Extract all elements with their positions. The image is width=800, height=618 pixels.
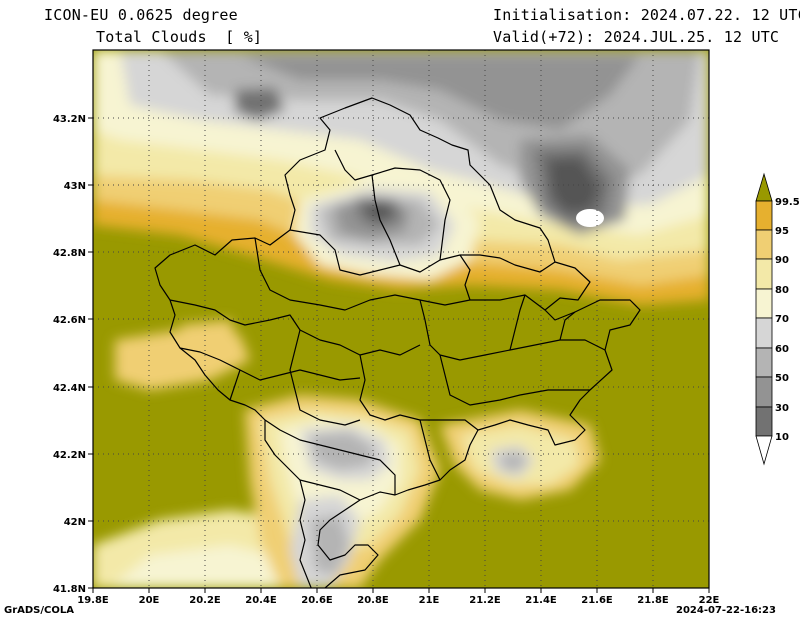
colorbar-label: 70	[775, 314, 789, 325]
colorbar	[755, 172, 773, 466]
lat-tick-label: 42.6N	[53, 315, 86, 326]
lon-tick-labels: 19.8E 20E 20.2E 20.4E 20.6E 20.8E 21E 21…	[77, 595, 719, 606]
lon-tick-label: 21.4E	[525, 595, 557, 606]
credit-label: GrADS/COLA	[4, 605, 74, 616]
lon-tick-label: 20.8E	[357, 595, 389, 606]
lon-tick-label: 19.8E	[77, 595, 109, 606]
lon-tick-label: 21.8E	[637, 595, 669, 606]
valid-time: Valid(+72): 2024.JUL.25. 12 UTC	[493, 28, 780, 46]
colorbar-labels: 99.5 95 90 80 70 60 50 30 10	[775, 197, 800, 443]
colorbar-label: 90	[775, 255, 789, 266]
colorbar-label: 95	[775, 226, 789, 237]
axis-ticks	[88, 117, 710, 593]
lat-tick-label: 42.4N	[53, 383, 86, 394]
lat-tick-label: 42N	[64, 517, 86, 528]
generation-timestamp: 2024-07-22-16:23	[676, 605, 776, 616]
colorbar-label: 10	[775, 432, 789, 443]
lat-tick-label: 43N	[64, 181, 86, 192]
colorbar-label: 30	[775, 403, 789, 414]
colorbar-swatch	[755, 288, 773, 319]
model-title: ICON-EU 0.0625 degree	[44, 6, 238, 24]
initialisation-time: Initialisation: 2024.07.22. 12 UTC	[493, 6, 800, 24]
colorbar-swatch	[755, 406, 773, 437]
colorbar-bottom-triangle	[755, 435, 773, 466]
lon-tick-label: 21E	[419, 595, 440, 606]
variable-title: Total Clouds [ %]	[96, 28, 263, 46]
colorbar-label: 99.5	[775, 197, 800, 208]
cloud-field	[93, 50, 709, 588]
colorbar-label: 60	[775, 344, 789, 355]
colorbar-swatch	[755, 258, 773, 290]
colorbar-swatch	[755, 347, 773, 378]
lat-tick-label: 42.8N	[53, 248, 86, 259]
lat-tick-label: 41.8N	[53, 584, 86, 595]
borders	[154, 97, 641, 588]
lon-tick-label: 20.4E	[245, 595, 277, 606]
lon-tick-label: 20.2E	[189, 595, 221, 606]
lon-tick-label: 21.2E	[469, 595, 501, 606]
colorbar-top-triangle	[755, 172, 773, 202]
lat-tick-label: 43.2N	[53, 114, 86, 125]
lon-tick-label: 21.6E	[581, 595, 613, 606]
colorbar-label: 50	[775, 373, 789, 384]
colorbar-swatch	[755, 229, 773, 260]
colorbar-swatch	[755, 200, 773, 231]
lon-tick-label: 20E	[139, 595, 160, 606]
lat-tick-label: 42.2N	[53, 450, 86, 461]
colorbar-label: 80	[775, 285, 789, 296]
lon-tick-label: 20.6E	[301, 595, 333, 606]
lon-tick-label: 22E	[699, 595, 720, 606]
colorbar-swatch	[755, 317, 773, 349]
lat-tick-labels: 41.8N 42N 42.2N 42.4N 42.6N 42.8N 43N 43…	[53, 114, 86, 595]
colorbar-swatch	[755, 376, 773, 408]
